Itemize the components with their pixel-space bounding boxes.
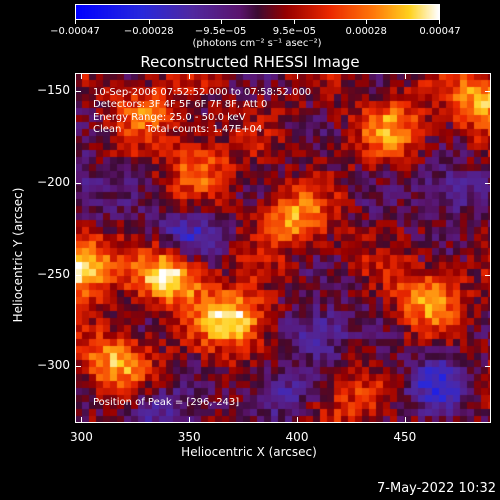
y-tick [75, 91, 81, 93]
annotation-detectors: Detectors: 3F 4F 5F 6F 7F 8F, Att 0 [93, 99, 268, 110]
colorbar-tick [294, 19, 296, 24]
y-tick-right [485, 274, 491, 276]
y-tick-label: −200 [37, 174, 70, 189]
heatmap-canvas [75, 73, 491, 423]
x-tick-top [189, 73, 191, 79]
colorbar-units-label: (photons cm⁻² s⁻¹ asec⁻²) [192, 38, 322, 49]
colorbar-tick-label: 0.00028 [345, 26, 387, 37]
annotation-energy: Energy Range: 25.0 - 50.0 keV [93, 112, 246, 123]
y-tick [75, 182, 81, 184]
annotation-peak-position: Position of Peak = [296,-243] [93, 397, 240, 408]
y-tick-right [485, 366, 491, 368]
x-tick-label: 300 [70, 430, 93, 444]
colorbar-tick-label: 9.5e−05 [272, 26, 316, 37]
annotation-time-range: 10-Sep-2006 07:52:52.000 to 07:58:52.000 [93, 87, 312, 98]
x-tick-label: 450 [393, 430, 417, 444]
y-tick-label: −300 [37, 358, 70, 373]
colorbar-gradient [76, 5, 439, 19]
colorbar-tick [148, 19, 150, 24]
colorbar-tick [75, 19, 76, 24]
x-tick-top [404, 73, 406, 79]
x-tick-top [81, 73, 83, 79]
datestamp: 7-May-2022 10:32 [377, 481, 496, 496]
x-axis-label: Heliocentric X (arcsec) [181, 445, 317, 459]
chart-title: Reconstructed RHESSI Image [140, 53, 360, 71]
y-tick [75, 274, 81, 276]
x-tick-top [297, 73, 298, 79]
y-tick-right [485, 91, 491, 93]
colorbar-tick [366, 19, 368, 24]
x-tick [297, 417, 298, 423]
x-tick [81, 417, 83, 423]
y-axis-label: Heliocentric Y (arcsec) [11, 187, 25, 323]
colorbar-tick-label: −0.00047 [50, 26, 100, 37]
x-tick [404, 417, 406, 423]
colorbar [75, 4, 440, 20]
y-tick-label: −150 [37, 83, 70, 98]
x-tick-label: 400 [285, 430, 309, 444]
y-tick-label: −250 [37, 266, 70, 281]
colorbar-tick [220, 19, 222, 24]
plot-frame [75, 73, 491, 423]
y-tick [75, 366, 81, 368]
annotation-method: Clean [93, 124, 122, 135]
colorbar-tick-label: 0.00047 [419, 26, 461, 37]
x-tick [189, 417, 191, 423]
colorbar-tick-label: −9.5e−05 [194, 26, 247, 37]
colorbar-tick [439, 19, 440, 24]
heatmap-image [75, 73, 491, 423]
colorbar-tick-label: −0.00028 [123, 26, 174, 37]
y-tick-right [485, 182, 491, 184]
x-tick-label: 350 [177, 430, 201, 444]
annotation-counts: Total counts: 1.47E+04 [146, 124, 263, 135]
